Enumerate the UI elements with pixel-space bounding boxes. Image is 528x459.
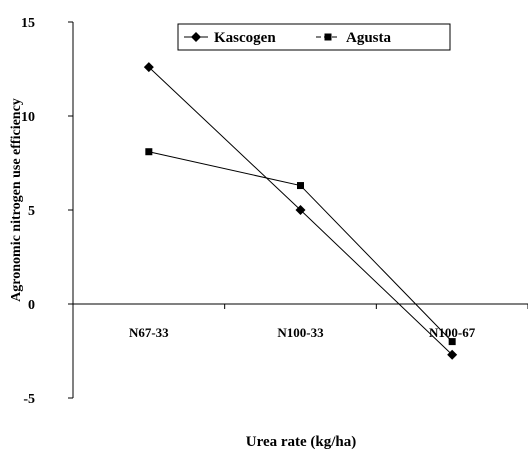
data-point bbox=[447, 349, 458, 360]
x-ticks: N67-33 N100-33 N100-67 bbox=[129, 304, 528, 340]
series-kascogen bbox=[143, 62, 458, 360]
data-point bbox=[448, 338, 456, 346]
legend-marker bbox=[191, 32, 201, 42]
y-tick-label: 0 bbox=[28, 298, 35, 313]
series-line bbox=[148, 151, 453, 342]
y-ticks: -5 0 5 10 15 bbox=[21, 16, 73, 407]
y-tick-label: 10 bbox=[21, 110, 35, 125]
data-point bbox=[145, 148, 153, 156]
x-tick-label: N100-33 bbox=[277, 325, 324, 340]
data-point bbox=[295, 205, 306, 215]
y-tick-label: 15 bbox=[21, 16, 35, 31]
legend-item: Kascogen bbox=[184, 30, 276, 46]
legend-label: Agusta bbox=[346, 30, 392, 46]
series-layer bbox=[143, 62, 458, 360]
legend-marker bbox=[324, 33, 332, 41]
x-tick-label: N100-67 bbox=[429, 325, 476, 340]
data-point bbox=[143, 62, 154, 73]
data-point bbox=[297, 182, 304, 190]
y-tick-label: -5 bbox=[23, 392, 35, 407]
legend: Kascogen Agusta bbox=[177, 23, 451, 51]
legend-item: Agusta bbox=[316, 30, 392, 46]
x-tick-label: N67-33 bbox=[129, 325, 169, 340]
y-tick-label: 5 bbox=[28, 204, 35, 219]
legend-label: Kascogen bbox=[214, 30, 276, 46]
y-axis-label: Agronomic nitrogen use efficiency bbox=[9, 98, 24, 302]
legend-items: Kascogen Agusta bbox=[184, 30, 392, 46]
series-agusta bbox=[145, 148, 456, 346]
x-axis-label: Urea rate (kg/ha) bbox=[246, 434, 357, 450]
legend-box bbox=[177, 23, 451, 51]
